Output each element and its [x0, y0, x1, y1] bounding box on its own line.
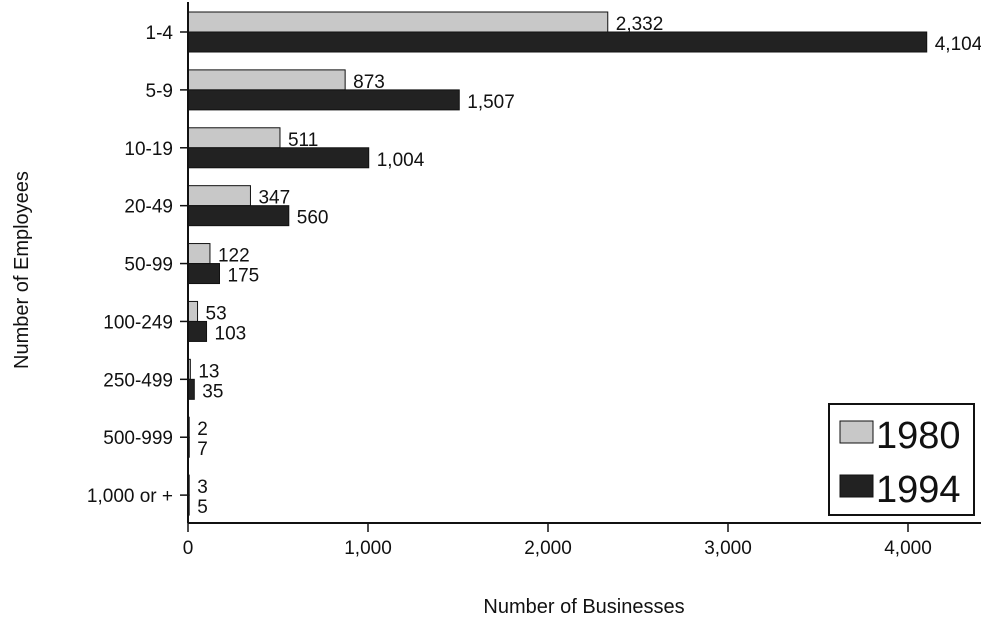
category-label: 500-999: [103, 428, 173, 449]
data-label-1980: 122: [218, 246, 250, 267]
data-label-1994: 1,004: [377, 150, 425, 171]
category-label: 10-19: [124, 139, 173, 160]
data-label-1980: 3: [197, 477, 208, 498]
data-label-1994: 1,507: [467, 92, 515, 113]
legend-label-1994: 1994: [876, 469, 961, 511]
x-tick-label: 0: [183, 538, 194, 559]
bar-1980: [187, 300, 199, 322]
bar-1980: [187, 127, 281, 149]
legend: 1980 1994: [828, 403, 975, 516]
bar-1980: [187, 185, 251, 207]
value-labels-layer: 2,3324,1048731,5075111,00434756012217553…: [197, 14, 981, 518]
data-label-1980: 511: [288, 130, 318, 151]
data-label-1980: 53: [206, 303, 227, 324]
bar-1994: [187, 320, 208, 342]
x-tick-label: 3,000: [704, 538, 752, 559]
x-tick-label: 1,000: [344, 538, 392, 559]
bar-1980: [187, 69, 346, 91]
legend-label-1980: 1980: [876, 415, 961, 457]
data-label-1980: 2: [197, 419, 208, 440]
data-label-1994: 175: [228, 266, 260, 287]
data-label-1994: 5: [197, 497, 208, 518]
data-label-1994: 560: [297, 208, 329, 229]
category-label: 100-249: [103, 312, 173, 333]
category-label: 250-499: [103, 370, 173, 391]
data-label-1994: 35: [202, 381, 223, 402]
legend-swatch-1980: [839, 420, 874, 444]
x-axis-title: Number of Businesses: [483, 596, 684, 618]
data-label-1980: 347: [258, 188, 290, 209]
data-label-1994: 4,104: [935, 34, 981, 55]
data-label-1994: 7: [197, 439, 208, 460]
axes-layer: 1-4 5-9 10-19 20-49 50-99 100-249 250-499 500-9…: [87, 2, 981, 559]
category-label: 20-49: [124, 197, 173, 218]
category-label: 1,000 or +: [87, 486, 173, 507]
bar-1994: [187, 263, 220, 285]
legend-swatch-1994: [839, 474, 874, 498]
x-tick-label: 4,000: [884, 538, 932, 559]
y-axis-title: Number of Employees: [11, 171, 33, 369]
x-tick-label: 2,000: [524, 538, 572, 559]
category-label: 50-99: [124, 255, 173, 276]
category-label: 5-9: [146, 81, 173, 102]
bar-1994: [187, 147, 370, 169]
data-label-1994: 103: [215, 323, 247, 344]
bar-1994: [187, 89, 460, 111]
data-label-1980: 873: [353, 72, 385, 93]
data-label-1980: 2,332: [616, 14, 664, 35]
bar-1980: [187, 243, 211, 265]
category-label: 1-4: [146, 23, 174, 44]
data-label-1980: 13: [198, 361, 219, 382]
bar-1994: [187, 31, 928, 53]
bars-layer: [187, 11, 928, 516]
bar-1980: [187, 11, 609, 33]
